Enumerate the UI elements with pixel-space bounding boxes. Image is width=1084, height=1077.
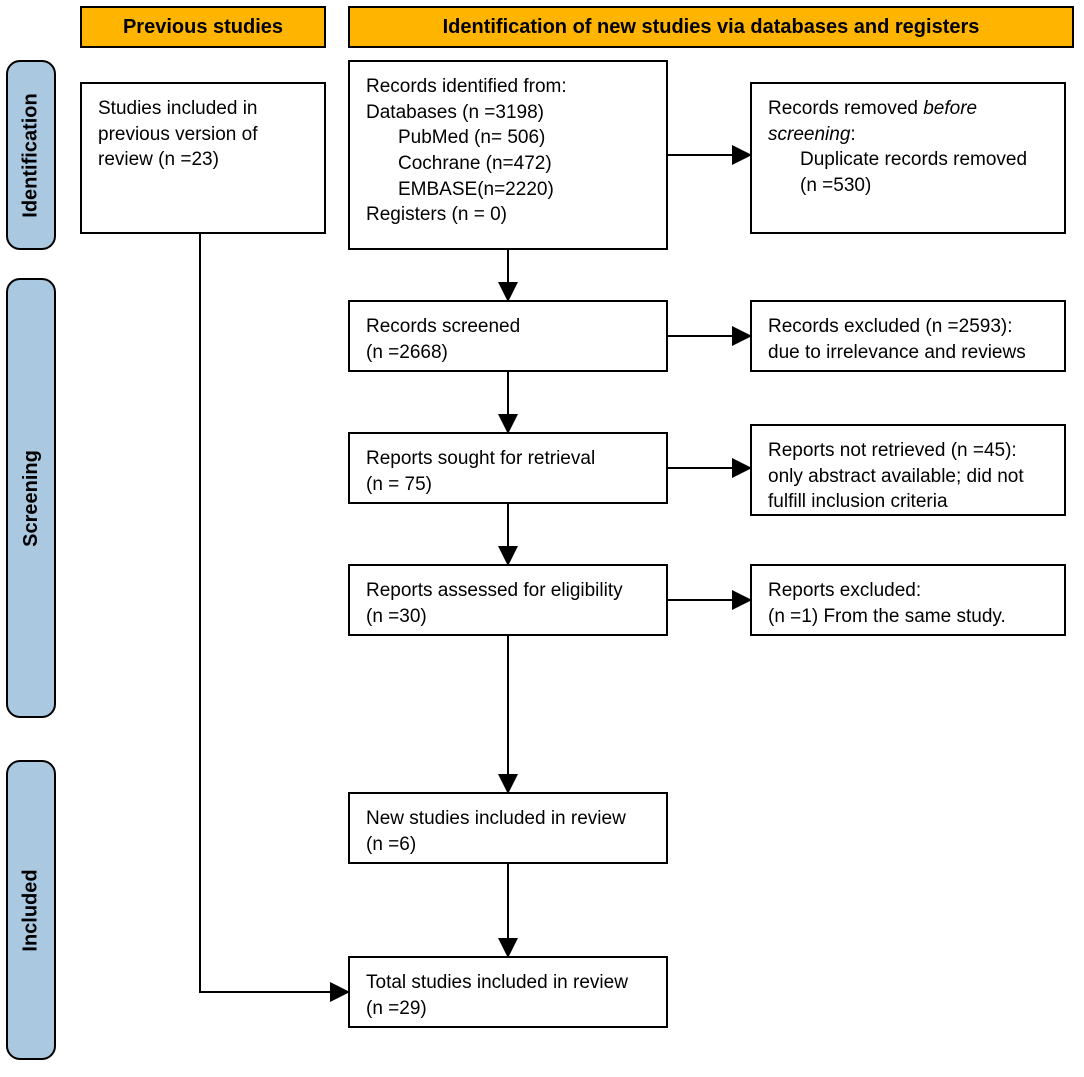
phase-screening-label: Screening [20, 450, 43, 547]
header-new-studies: Identification of new studies via databa… [348, 6, 1074, 48]
box-previous-studies: Studies included in previous version of … [80, 82, 326, 234]
box-records-identified: Records identified from: Databases (n =3… [348, 60, 668, 250]
rex-line1: Reports excluded: [768, 580, 921, 601]
arrow-prev-total [200, 234, 346, 992]
rr-line1a: Records removed [768, 98, 923, 119]
ra-line2: (n =30) [366, 606, 427, 627]
ns-line2: (n =6) [366, 834, 416, 855]
ts-line1: Total studies included in review [366, 972, 628, 993]
rsg-line2: (n = 75) [366, 474, 432, 495]
ns-line1: New studies included in review [366, 808, 626, 829]
box-reports-not-retrieved: Reports not retrieved (n =45): only abst… [750, 424, 1066, 516]
phase-identification: Identification [6, 60, 56, 250]
rs-line2: (n =2668) [366, 342, 448, 363]
ri-line5: EMBASE(n=2220) [398, 179, 554, 200]
prev-line2: previous version of [98, 124, 257, 145]
rex-line2: (n =1) From the same study. [768, 606, 1006, 627]
flowchart-canvas: Previous studies Identification of new s… [0, 0, 1084, 1077]
ri-line4: Cochrane (n=472) [398, 153, 552, 174]
prev-line1: Studies included in [98, 98, 258, 119]
box-new-studies: New studies included in review (n =6) [348, 792, 668, 864]
rnr-line3: fulfill inclusion criteria [768, 491, 948, 512]
rr-line3: Duplicate records removed [800, 149, 1027, 170]
rnr-line2: only abstract available; did not [768, 466, 1024, 487]
box-reports-assessed: Reports assessed for eligibility (n =30) [348, 564, 668, 636]
rr-line2i: screening [768, 124, 850, 145]
box-reports-sought: Reports sought for retrieval (n = 75) [348, 432, 668, 504]
re-line2: due to irrelevance and reviews [768, 342, 1026, 363]
rsg-line1: Reports sought for retrieval [366, 448, 595, 469]
box-total-studies: Total studies included in review (n =29) [348, 956, 668, 1028]
box-records-screened: Records screened (n =2668) [348, 300, 668, 372]
ri-line2: Databases (n =3198) [366, 102, 544, 123]
box-reports-excluded: Reports excluded: (n =1) From the same s… [750, 564, 1066, 636]
ri-line1: Records identified from: [366, 76, 567, 97]
rr-line2t: : [850, 124, 855, 145]
prev-line3: review (n =23) [98, 149, 219, 170]
box-records-removed: Records removed before screening: Duplic… [750, 82, 1066, 234]
header-previous-label: Previous studies [123, 16, 283, 39]
box-records-excluded: Records excluded (n =2593): due to irrel… [750, 300, 1066, 372]
rr-line1b: before [923, 98, 977, 119]
re-line1: Records excluded (n =2593): [768, 316, 1013, 337]
phase-included-label: Included [20, 869, 43, 951]
rr-line4: (n =530) [800, 175, 871, 196]
phase-identification-label: Identification [20, 93, 43, 217]
header-new-label: Identification of new studies via databa… [443, 16, 980, 39]
rs-line1: Records screened [366, 316, 520, 337]
phase-included: Included [6, 760, 56, 1060]
ri-line6: Registers (n = 0) [366, 204, 507, 225]
header-previous-studies: Previous studies [80, 6, 326, 48]
ts-line2: (n =29) [366, 998, 427, 1019]
ri-line3: PubMed (n= 506) [398, 127, 545, 148]
phase-screening: Screening [6, 278, 56, 718]
ra-line1: Reports assessed for eligibility [366, 580, 623, 601]
rnr-line1: Reports not retrieved (n =45): [768, 440, 1017, 461]
